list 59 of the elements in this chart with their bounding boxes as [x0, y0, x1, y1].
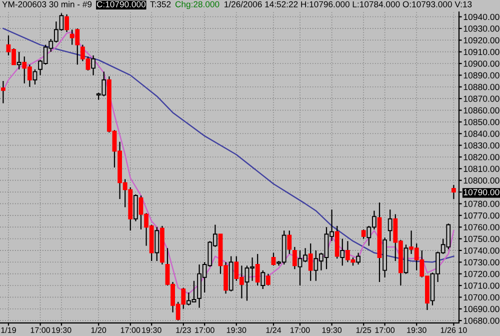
- text: T:352: [150, 1, 171, 8]
- y-tick-label: 10720.00: [464, 270, 500, 278]
- y-tick-label: 10870.00: [464, 96, 500, 102]
- candlestick: [260, 270, 266, 290]
- x-tick-label: 19:30: [407, 327, 426, 333]
- text: Chg:28.000: [175, 1, 220, 10]
- text: C:10790.000: [96, 1, 146, 8]
- x-tick-label: 1/23: [176, 327, 191, 333]
- y-tick-label: 10700.00: [464, 294, 500, 300]
- candlestick: [451, 184, 456, 200]
- y-tick-label: 10860.00: [464, 107, 500, 114]
- x-tick-label: 1/25: [356, 327, 372, 333]
- x-tick-label: 1/19: [1, 327, 16, 333]
- y-tick-label: 10880.00: [464, 84, 500, 90]
- y-tick-label: 10850.00: [464, 118, 500, 126]
- y-tick-label: 10740.00: [464, 248, 500, 254]
- y-tick-label: 10800.00: [464, 177, 500, 184]
- y-tick-label: 10900.00: [464, 60, 500, 67]
- y-tick-label: 10710.00: [464, 282, 500, 289]
- y-tick-label: 10810.00: [464, 166, 500, 172]
- text: 1/26/2006 14:52:22 H:10796.000 L:10784.000 O:10793.000 V:13: [224, 1, 472, 8]
- y-tick-label: 10780.00: [464, 200, 500, 207]
- candlestick: [133, 194, 138, 222]
- y-tick-label: 10680.00: [464, 318, 500, 324]
- x-tick-label: 1/26 10: [440, 327, 467, 333]
- candlestick: [388, 209, 392, 242]
- x-tick-label: 17:00: [30, 327, 50, 333]
- candlestick: [356, 252, 361, 266]
- candlestick: [0, 80, 6, 104]
- candlestick: [16, 51, 22, 70]
- x-tick-label: 17:00: [195, 327, 214, 333]
- y-tick-label: 10890.00: [464, 72, 500, 78]
- x-tick-label: 19:30: [142, 327, 162, 333]
- y-tick-label: 10830.00: [464, 142, 500, 149]
- y-tick-label: 10760.00: [464, 224, 500, 230]
- y-tick-label: 10770.00: [464, 212, 500, 219]
- x-tick-label: 19:30: [52, 327, 72, 333]
- candlestick: [154, 226, 160, 262]
- x-tick-label: 1/24: [266, 327, 282, 333]
- y-tick-label: 10940.00: [464, 14, 500, 20]
- y-tick-label: 10690.00: [464, 306, 500, 312]
- y-tick-label: 10920.00: [464, 37, 500, 44]
- x-tick-label: 19:30: [226, 327, 246, 333]
- y-tick-label: 10750.00: [464, 236, 500, 242]
- candlestick: [340, 238, 345, 266]
- y-tick-label: 10930.00: [464, 26, 500, 32]
- y-tick-label: 10790.00: [464, 189, 500, 196]
- y-tick-label: 10840.00: [464, 130, 500, 137]
- x-tick-label: 17:00: [290, 327, 310, 333]
- x-tick-label: 17:00: [375, 327, 395, 333]
- candlestick: [91, 54, 96, 76]
- x-tick-label: 1/20: [91, 327, 106, 333]
- x-tick-label: 19:30: [322, 327, 342, 333]
- text: YM-200603 30 min - #9: [2, 1, 92, 8]
- candlestick: [32, 68, 38, 86]
- y-tick-label: 10730.00: [464, 259, 500, 266]
- y-tick-label: 10910.00: [464, 48, 500, 56]
- x-tick-label: 17:00: [120, 327, 140, 333]
- y-tick-label: 10820.00: [464, 154, 500, 160]
